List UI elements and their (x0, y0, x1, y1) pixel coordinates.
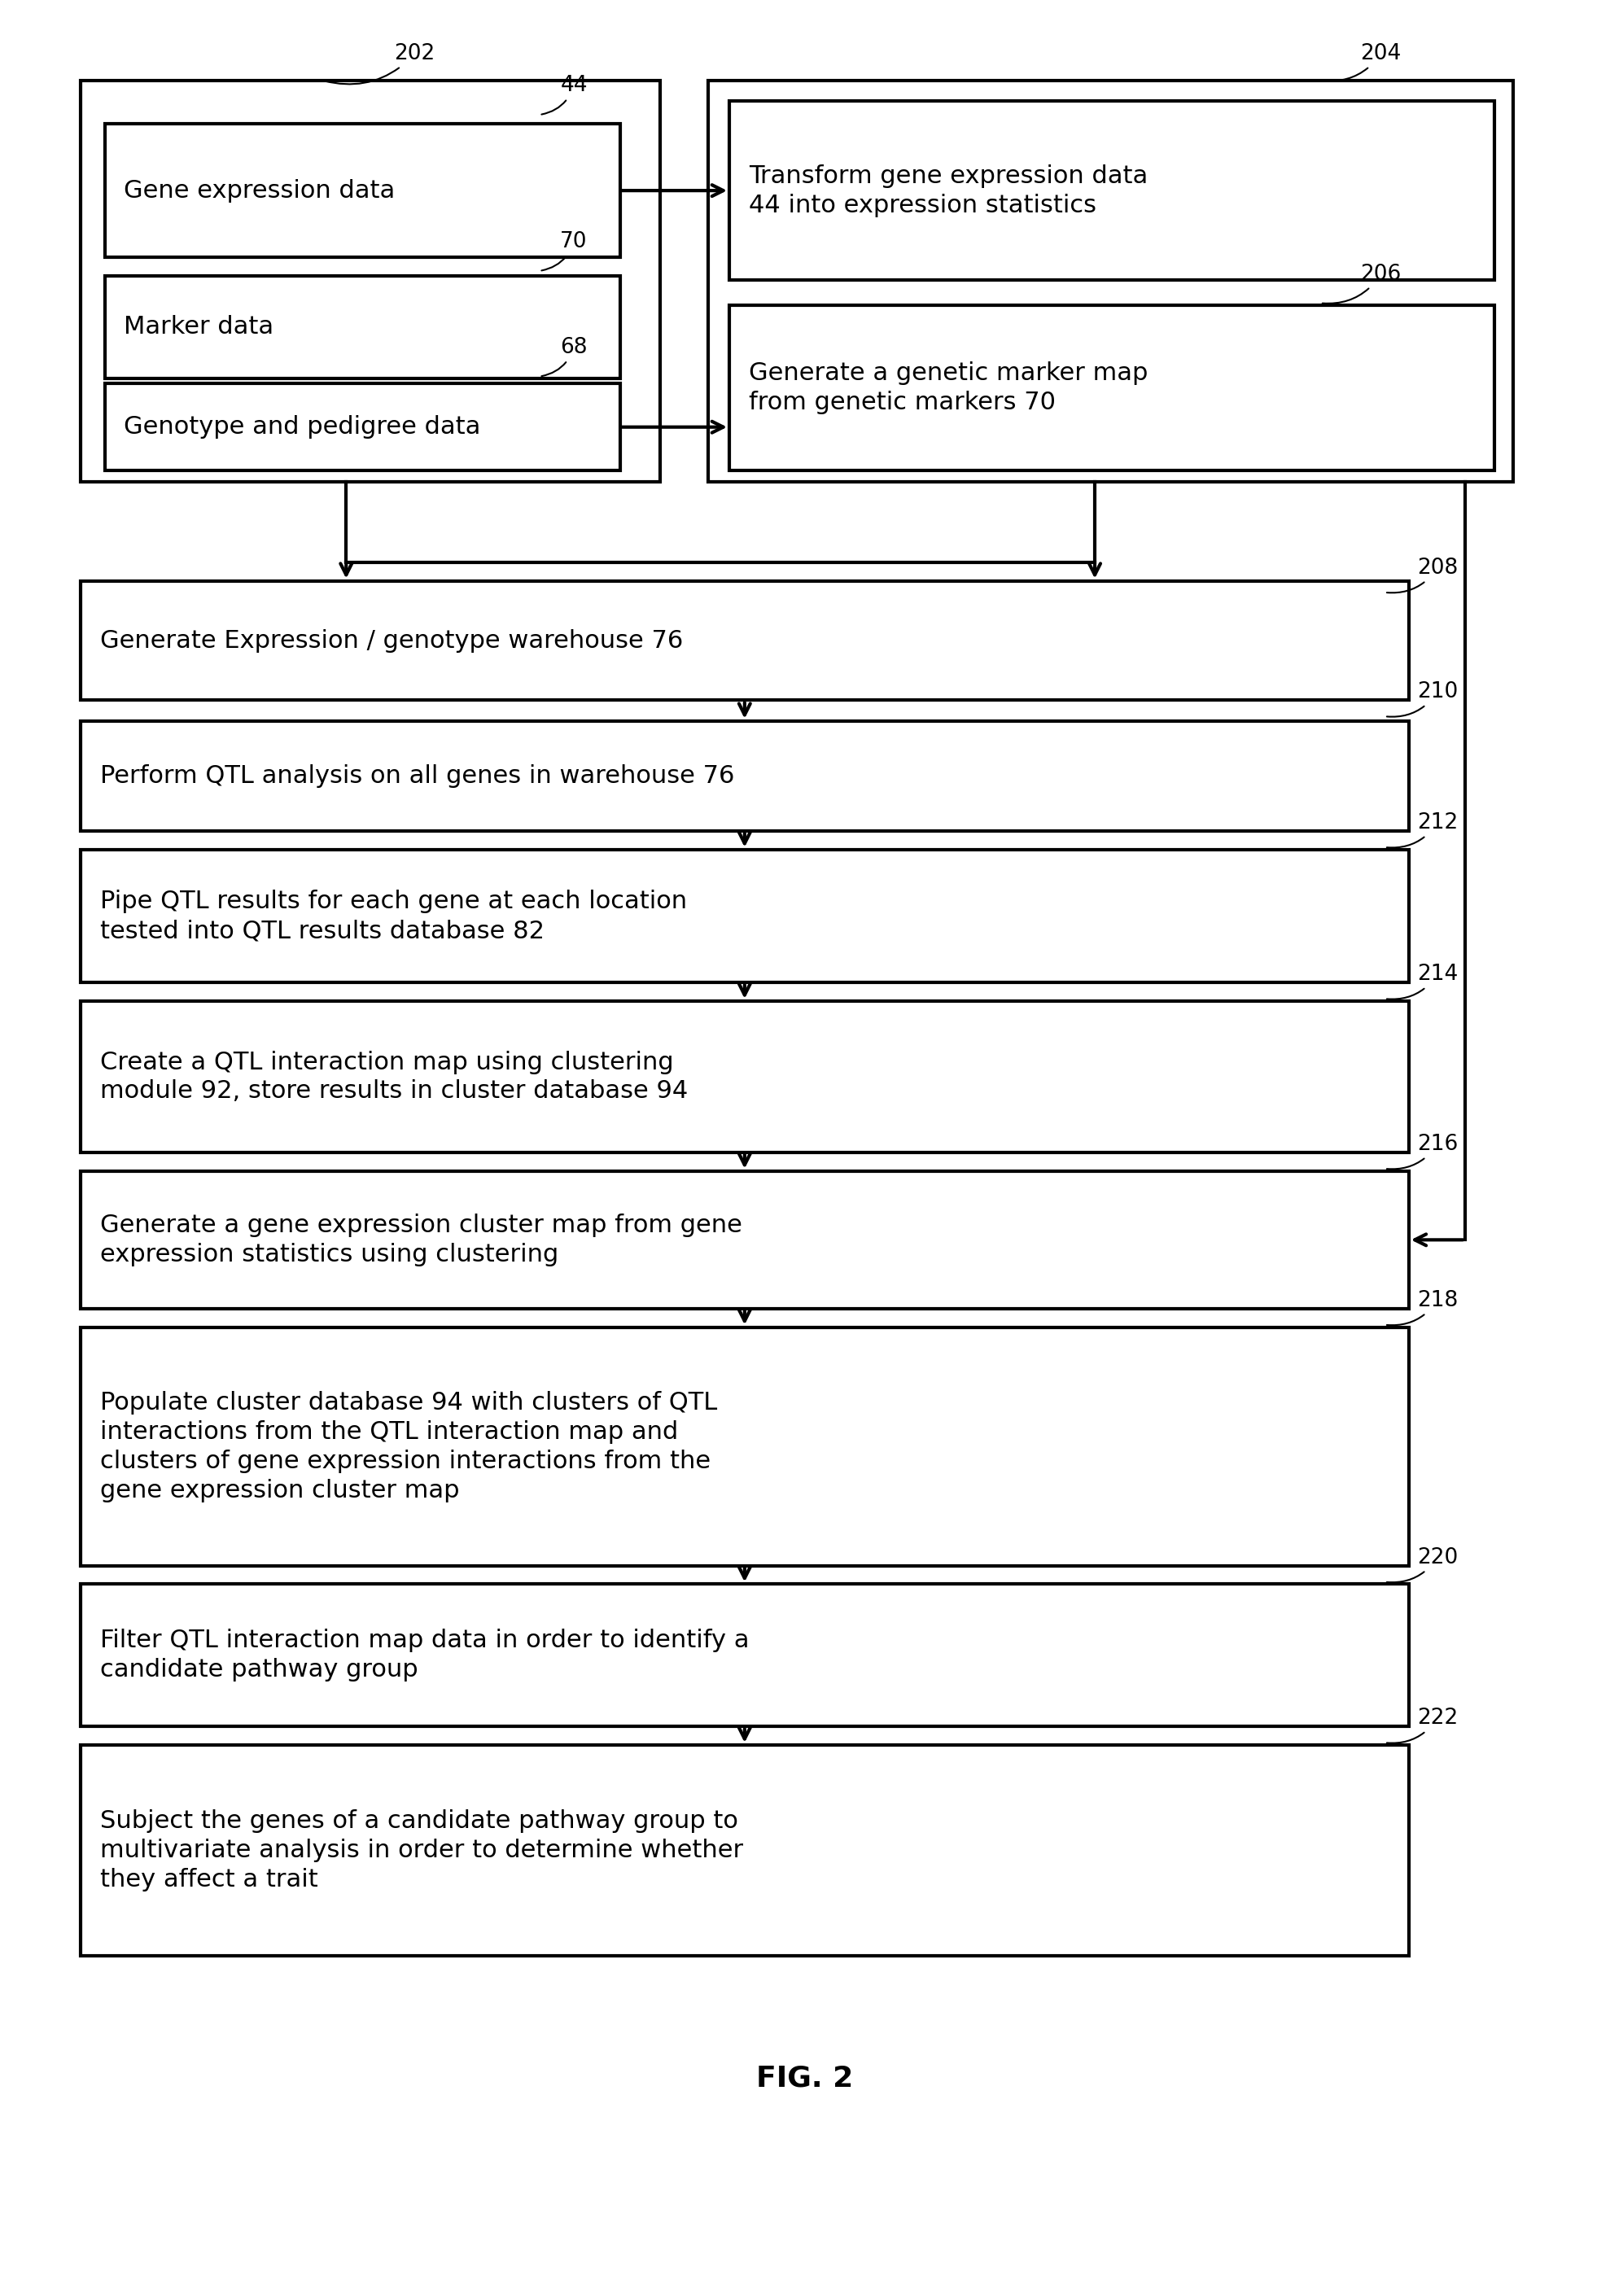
Text: 218: 218 (1386, 1290, 1457, 1325)
Text: 214: 214 (1386, 964, 1457, 999)
Text: Transform gene expression data
44 into expression statistics: Transform gene expression data 44 into e… (749, 163, 1148, 218)
Text: Perform QTL analysis on all genes in warehouse 76: Perform QTL analysis on all genes in war… (100, 765, 734, 788)
Bar (80, 1584, 1409, 1727)
Text: Pipe QTL results for each gene at each location
tested into QTL results database: Pipe QTL results for each gene at each l… (100, 889, 687, 944)
Text: 208: 208 (1386, 558, 1457, 592)
Bar (80, 721, 1409, 831)
Bar (80, 850, 1409, 983)
Text: 68: 68 (541, 338, 588, 377)
Text: 204: 204 (1322, 44, 1401, 80)
Text: 210: 210 (1386, 682, 1457, 716)
Bar (729, 305, 1494, 471)
Bar (105, 276, 620, 379)
Bar (708, 80, 1513, 482)
Bar (80, 1171, 1409, 1309)
Text: 216: 216 (1386, 1134, 1457, 1169)
Text: Marker data: Marker data (124, 315, 274, 340)
Text: Create a QTL interaction map using clustering
module 92, store results in cluste: Create a QTL interaction map using clust… (100, 1049, 687, 1104)
Text: Generate a gene expression cluster map from gene
expression statistics using clu: Generate a gene expression cluster map f… (100, 1212, 742, 1267)
Text: 44: 44 (541, 76, 588, 115)
Text: Generate Expression / genotype warehouse 76: Generate Expression / genotype warehouse… (100, 629, 683, 652)
Text: Generate a genetic marker map
from genetic markers 70: Generate a genetic marker map from genet… (749, 360, 1148, 416)
Text: Filter QTL interaction map data in order to identify a
candidate pathway group: Filter QTL interaction map data in order… (100, 1628, 749, 1683)
Bar (80, 581, 1409, 700)
Text: FIG. 2: FIG. 2 (757, 2064, 853, 2092)
Text: 202: 202 (324, 44, 435, 85)
Text: 222: 222 (1386, 1708, 1457, 1743)
Text: Populate cluster database 94 with clusters of QTL
interactions from the QTL inte: Populate cluster database 94 with cluste… (100, 1391, 716, 1502)
Text: 206: 206 (1322, 264, 1401, 303)
Bar (80, 1745, 1409, 1956)
Bar (80, 80, 660, 482)
Bar (105, 383, 620, 471)
Text: Subject the genes of a candidate pathway group to
multivariate analysis in order: Subject the genes of a candidate pathway… (100, 1809, 742, 1892)
Bar (80, 1001, 1409, 1153)
Text: 212: 212 (1386, 813, 1457, 847)
Text: Genotype and pedigree data: Genotype and pedigree data (124, 416, 481, 439)
Text: 220: 220 (1386, 1548, 1457, 1582)
Bar (105, 124, 620, 257)
Text: 70: 70 (541, 232, 588, 271)
Bar (729, 101, 1494, 280)
Bar (80, 1327, 1409, 1566)
Text: Gene expression data: Gene expression data (124, 179, 394, 202)
